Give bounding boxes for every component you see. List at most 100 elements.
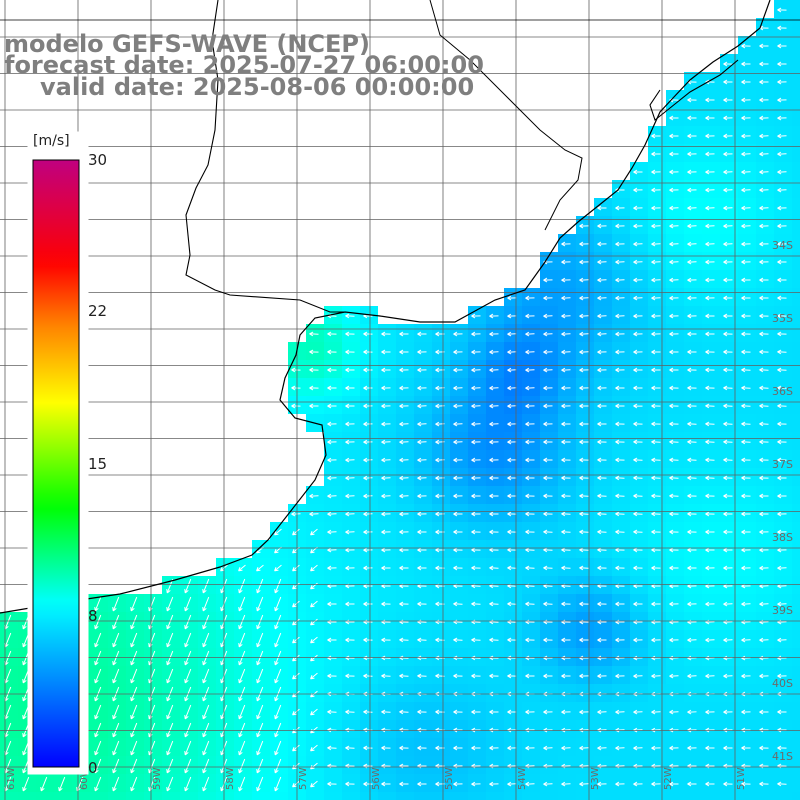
wind-speed-cell [720,558,738,576]
wind-arrow [112,596,120,612]
wind-arrow [669,331,679,337]
wind-speed-cell [630,648,648,666]
wind-speed-cell [558,594,576,612]
wind-arrow [309,367,319,373]
wind-arrow [417,511,427,517]
wind-arrow [705,601,715,607]
wind-arrow [202,722,210,738]
wind-arrow [687,259,697,265]
wind-speed-cell [738,648,756,666]
wind-speed-cell [702,486,720,504]
wind-arrow [184,650,192,666]
wind-speed-cell [270,720,288,738]
wind-speed-cell [72,792,90,800]
wind-speed-cell [648,378,666,396]
wind-arrow [759,277,769,283]
wind-speed-cell [342,522,360,540]
wind-arrow [579,709,589,715]
wind-arrow [94,704,102,720]
wind-speed-cell [144,792,162,800]
wind-speed-cell [666,198,684,216]
wind-speed-cell [324,360,342,378]
wind-speed-cell [342,738,360,756]
wind-arrow [633,529,643,535]
wind-speed-cell [738,54,756,72]
wind-arrow [507,493,517,499]
wind-arrow [363,601,373,607]
wind-arrow [489,493,499,499]
wind-arrow [669,565,679,571]
wind-arrow [615,601,625,607]
wind-speed-cell [468,576,486,594]
wind-speed-cell [792,522,800,540]
wind-arrow [777,565,787,571]
wind-speed-cell [0,720,18,738]
wind-speed-cell [702,90,720,108]
wind-speed-cell [774,396,792,414]
wind-speed-cell [612,720,630,738]
wind-speed-cell [558,504,576,522]
wind-arrow [759,61,769,67]
wind-speed-cell [432,630,450,648]
wind-speed-cell [576,396,594,414]
wind-arrow [363,457,373,463]
wind-arrow [687,331,697,337]
wind-speed-cell [666,216,684,234]
wind-arrow [417,457,427,463]
wind-speed-cell [774,486,792,504]
wind-speed-cell [180,576,198,594]
wind-speed-cell [720,414,738,432]
wind-speed-cell [702,522,720,540]
wind-speed-cell [594,378,612,396]
wind-speed-cell [738,90,756,108]
wind-speed-cell [324,522,342,540]
wind-speed-cell [432,378,450,396]
wind-speed-cell [522,504,540,522]
wind-arrow [705,475,715,481]
wind-arrow [184,704,192,720]
wind-speed-cell [324,666,342,684]
wind-speed-cell [90,720,108,738]
wind-speed-cell [432,522,450,540]
wind-speed-cell [738,36,756,54]
wind-arrow [471,565,481,571]
wind-arrow [561,349,571,355]
wind-speed-cell [648,414,666,432]
wind-speed-cell [720,144,738,162]
wind-speed-cell [180,792,198,800]
wind-speed-cell [630,792,648,800]
wind-arrow [651,241,661,247]
wind-speed-cell [342,720,360,738]
wind-arrow [777,313,787,319]
wind-arrow [489,511,499,517]
wind-speed-cell [630,522,648,540]
wind-speed-cell [756,288,774,306]
wind-arrow [561,781,571,787]
wind-arrow [705,331,715,337]
wind-speed-cell [558,324,576,342]
wind-speed-cell [594,216,612,234]
wind-arrow [417,745,427,751]
wind-speed-cell [360,522,378,540]
wind-speed-cell [756,738,774,756]
wind-arrow [597,277,607,283]
wind-arrow [399,367,409,373]
wind-speed-cell [162,648,180,666]
wind-speed-cell [468,738,486,756]
wind-speed-cell [432,558,450,576]
wind-arrow [723,475,733,481]
wind-speed-cell [612,234,630,252]
wind-arrow [112,614,120,630]
wind-arrow [292,618,300,626]
wind-speed-cell [324,324,342,342]
wind-speed-cell [342,486,360,504]
wind-speed-cell [522,378,540,396]
wind-arrow [112,758,120,774]
wind-arrow [651,259,661,265]
wind-speed-cell [18,792,36,800]
wind-arrow [291,367,301,373]
wind-arrow [543,529,553,535]
wind-arrow [579,475,589,481]
wind-speed-cell [720,198,738,216]
wind-speed-cell [396,576,414,594]
